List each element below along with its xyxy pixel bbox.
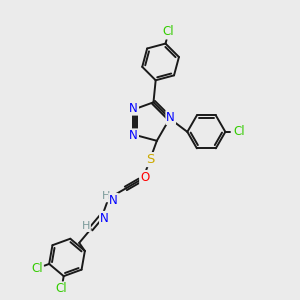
Text: N: N [129, 129, 138, 142]
Text: H: H [82, 221, 90, 231]
Text: Cl: Cl [233, 125, 245, 138]
Text: N: N [109, 194, 118, 207]
Text: Cl: Cl [31, 262, 43, 275]
Text: Cl: Cl [56, 282, 67, 296]
Text: N: N [100, 212, 109, 225]
Text: O: O [140, 171, 149, 184]
Text: S: S [146, 153, 154, 166]
Text: N: N [129, 102, 138, 115]
Text: Cl: Cl [163, 26, 174, 38]
Text: N: N [166, 111, 175, 124]
Text: H: H [102, 191, 111, 201]
